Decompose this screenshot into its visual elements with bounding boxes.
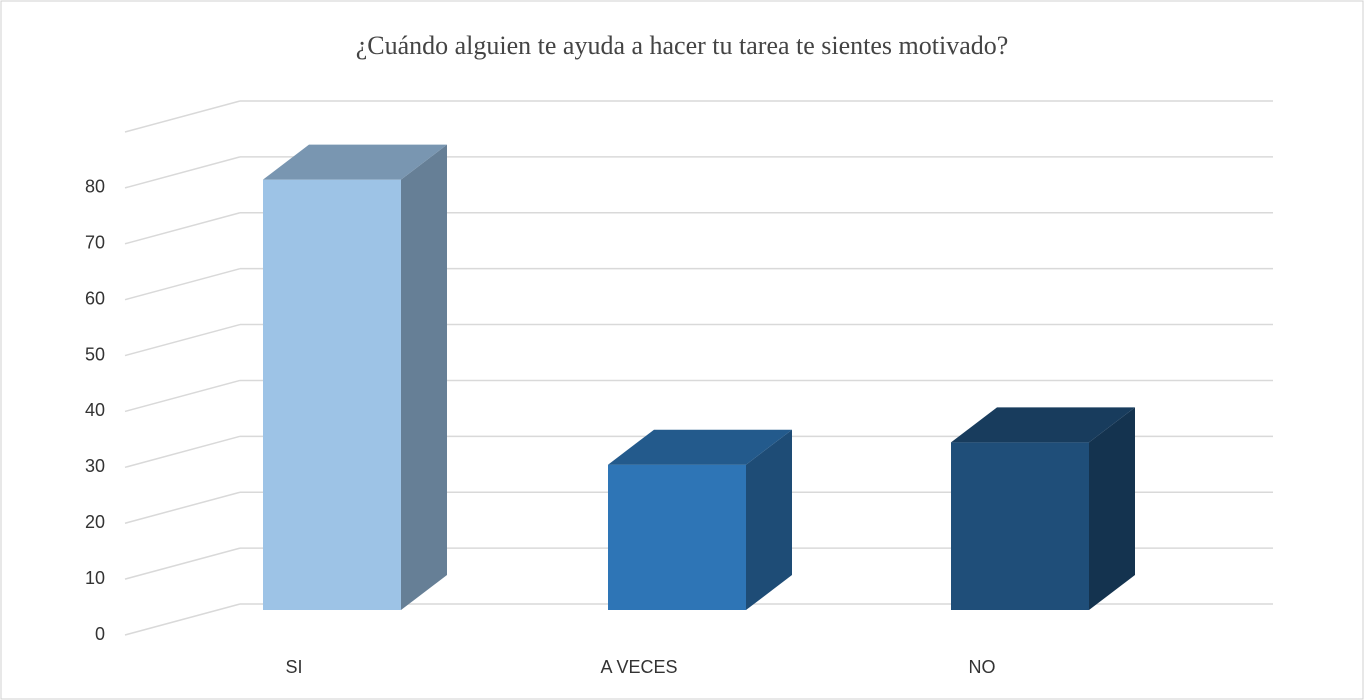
grid-line bbox=[124, 435, 241, 469]
y-tick-label: 40 bbox=[85, 400, 105, 420]
y-tick-label: 60 bbox=[85, 288, 105, 308]
y-tick-label: 10 bbox=[85, 568, 105, 588]
grid-line bbox=[124, 491, 241, 524]
grid-line bbox=[124, 323, 241, 357]
y-tick-label: 30 bbox=[85, 456, 105, 476]
bar-side bbox=[401, 144, 447, 610]
y-tick-label: 0 bbox=[95, 624, 105, 644]
grid-line bbox=[124, 267, 241, 301]
y-tick-label: 70 bbox=[85, 233, 105, 253]
y-tick-label: 20 bbox=[85, 512, 105, 532]
grid-line bbox=[124, 212, 241, 245]
chart-title: ¿Cuándo alguien te ayuda a hacer tu tare… bbox=[356, 31, 1009, 60]
x-tick-label: SI bbox=[285, 657, 302, 677]
bar bbox=[263, 179, 401, 610]
grid-line bbox=[124, 379, 241, 413]
y-tick-label: 50 bbox=[85, 344, 105, 364]
bar-top bbox=[263, 144, 447, 180]
bar-top bbox=[608, 429, 792, 465]
x-tick-label: A VECES bbox=[600, 657, 677, 677]
grid-line bbox=[124, 603, 241, 636]
x-tick-label: NO bbox=[969, 657, 996, 677]
y-tick-label: 80 bbox=[85, 177, 105, 197]
bar-top bbox=[951, 407, 1135, 443]
bar bbox=[951, 442, 1089, 610]
wall-edge bbox=[124, 100, 241, 133]
bar bbox=[608, 464, 746, 610]
grid-line bbox=[124, 547, 241, 580]
bar-side bbox=[746, 429, 792, 610]
grid-line bbox=[124, 156, 241, 189]
bar-side bbox=[1089, 407, 1135, 610]
